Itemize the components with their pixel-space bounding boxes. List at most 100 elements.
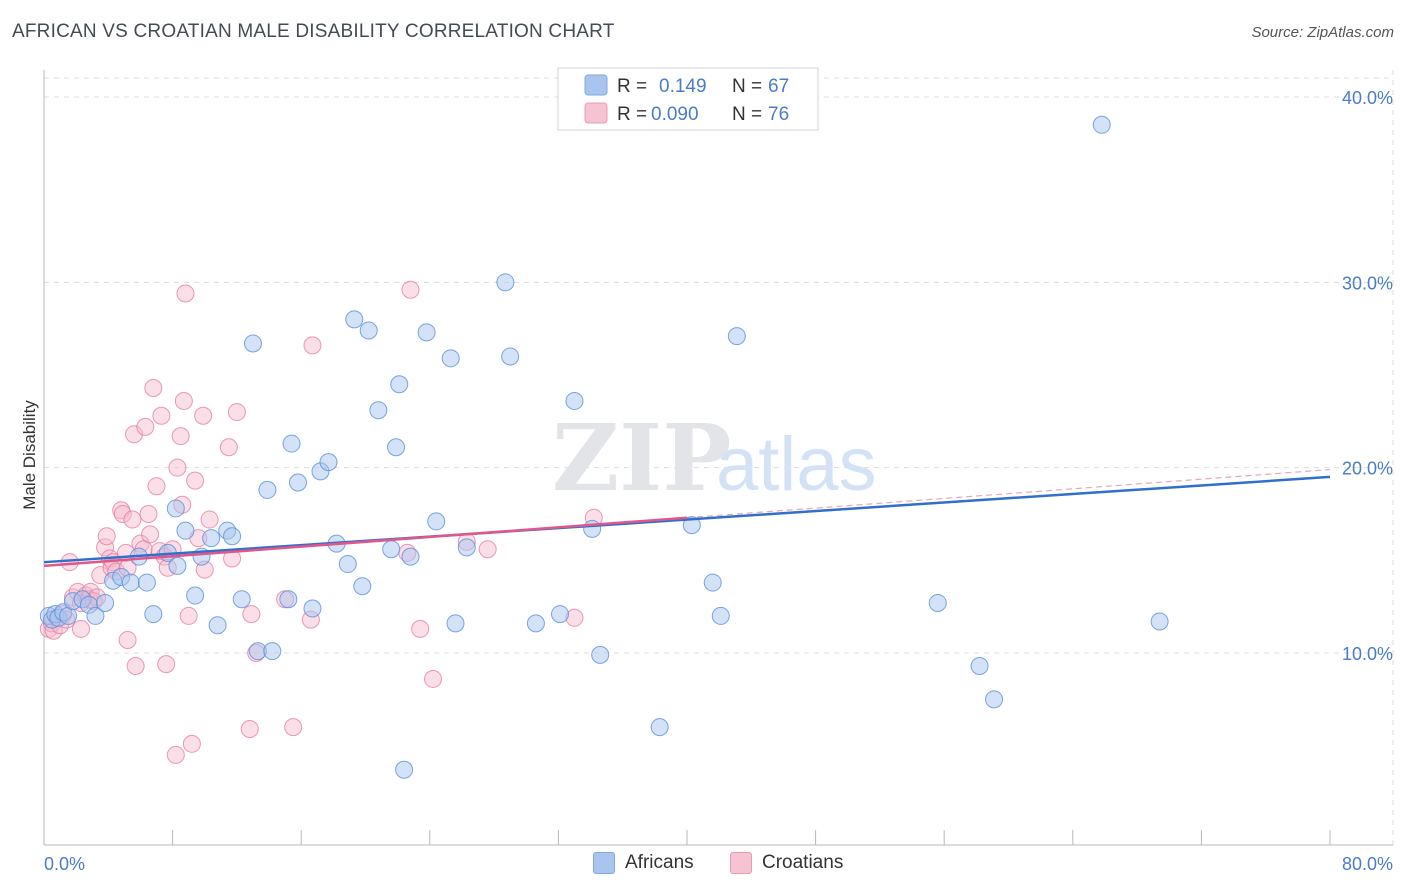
x-tick-label: 80.0%	[1342, 854, 1393, 874]
axes	[43, 70, 1393, 846]
data-point-africans	[985, 690, 1004, 709]
legend-item-croatians: Croatians	[730, 852, 843, 874]
legend-r-label-croatians: R =	[617, 104, 647, 125]
data-point-africans	[496, 273, 515, 292]
trend-line-croatians	[43, 516, 688, 568]
legend-n-value-croatians: 76	[768, 104, 789, 125]
data-point-croatians	[125, 425, 144, 444]
data-point-croatians	[97, 527, 116, 546]
data-point-croatians	[141, 525, 160, 544]
legend-r-value-africans: 0.149	[659, 76, 707, 97]
data-point-croatians	[166, 745, 185, 764]
data-point-croatians	[478, 540, 497, 559]
data-point-croatians	[60, 553, 79, 572]
data-point-africans	[727, 327, 746, 346]
data-point-africans	[369, 401, 388, 420]
data-point-africans	[565, 391, 584, 410]
data-point-croatians	[123, 510, 142, 529]
legend-r-label-africans: R =	[617, 76, 647, 97]
data-point-africans	[345, 310, 364, 329]
data-point-africans	[96, 593, 115, 612]
data-point-africans	[1092, 115, 1111, 134]
data-point-africans	[441, 349, 460, 368]
data-point-africans	[243, 334, 262, 353]
data-point-africans	[682, 516, 701, 535]
data-point-croatians	[126, 656, 145, 675]
data-point-croatians	[174, 391, 193, 410]
legend-swatch-africans	[584, 74, 608, 96]
data-point-croatians	[152, 406, 171, 425]
data-point-africans	[395, 760, 414, 779]
legend-label-africans: Africans	[625, 852, 694, 873]
legend-n-label-africans: N =	[732, 76, 762, 97]
data-point-africans	[121, 573, 140, 592]
data-point-africans	[232, 590, 251, 609]
y-tick-label: 10.0%	[1342, 644, 1393, 664]
trend-line-africans	[43, 475, 1331, 564]
y-axis-label: Male Disability	[20, 400, 39, 510]
data-point-africans	[223, 527, 242, 546]
data-point-africans	[137, 573, 156, 592]
data-point-africans	[282, 434, 301, 453]
data-point-africans	[928, 593, 947, 612]
data-point-africans	[144, 605, 163, 624]
data-point-africans	[526, 614, 545, 633]
data-point-croatians	[194, 406, 213, 425]
data-point-africans	[166, 499, 185, 518]
y-tick-label: 20.0%	[1342, 459, 1393, 479]
data-point-africans	[303, 599, 322, 618]
y-tick-label: 40.0%	[1342, 88, 1393, 108]
data-point-croatians	[219, 438, 238, 457]
data-point-africans	[501, 347, 520, 366]
legend-swatch-africans-bottom	[593, 852, 615, 874]
data-point-africans	[1150, 612, 1169, 631]
data-point-croatians	[242, 605, 261, 624]
data-point-africans	[446, 614, 465, 633]
data-point-africans	[401, 547, 420, 566]
data-point-croatians	[240, 719, 259, 738]
data-point-croatians	[113, 505, 132, 523]
data-point-croatians	[147, 477, 166, 496]
data-point-africans	[711, 606, 730, 625]
data-point-africans	[202, 529, 221, 548]
data-point-africans	[387, 438, 406, 457]
data-point-croatians	[96, 538, 115, 557]
x-tick-label: 0.0%	[44, 854, 85, 874]
data-point-croatians	[176, 284, 195, 303]
legend-top: R = 0.149 N = 67 R = 0.090 N = 76	[557, 67, 819, 131]
data-point-croatians	[227, 403, 246, 422]
data-point-africans	[359, 321, 378, 340]
data-point-africans	[279, 590, 298, 609]
data-point-croatians	[144, 378, 163, 397]
data-point-croatians	[168, 458, 187, 477]
data-point-africans	[86, 606, 105, 625]
data-point-africans	[650, 718, 669, 737]
data-point-africans	[186, 586, 205, 605]
chart-title: AFRICAN VS CROATIAN MALE DISABILITY CORR…	[12, 21, 615, 42]
y-tick-label: 30.0%	[1342, 273, 1393, 293]
legend-label-croatians: Croatians	[762, 852, 844, 873]
data-point-africans	[338, 555, 357, 574]
legend-n-label-croatians: N =	[732, 104, 762, 125]
data-point-croatians	[157, 655, 176, 674]
data-point-africans	[583, 519, 602, 538]
data-point-africans	[390, 375, 409, 394]
watermark: ZIP atlas	[552, 404, 877, 512]
legend-swatch-croatians-bottom	[730, 852, 752, 874]
data-point-africans	[208, 616, 227, 635]
data-point-africans	[263, 642, 282, 661]
data-point-croatians	[303, 336, 322, 355]
data-point-africans	[703, 573, 722, 592]
watermark-atlas: atlas	[716, 422, 877, 507]
watermark-zip: ZIP	[552, 404, 731, 512]
trend-extension-croatians	[686, 468, 1331, 519]
series-africans	[39, 115, 1169, 779]
data-point-croatians	[179, 606, 198, 625]
data-point-croatians	[182, 734, 201, 753]
data-point-croatians	[401, 280, 420, 299]
data-point-africans	[970, 656, 989, 675]
data-point-africans	[591, 645, 610, 664]
legend-swatch-croatians	[584, 102, 608, 124]
chart-source: Source: ZipAtlas.com	[1251, 24, 1394, 41]
data-point-croatians	[200, 510, 219, 529]
